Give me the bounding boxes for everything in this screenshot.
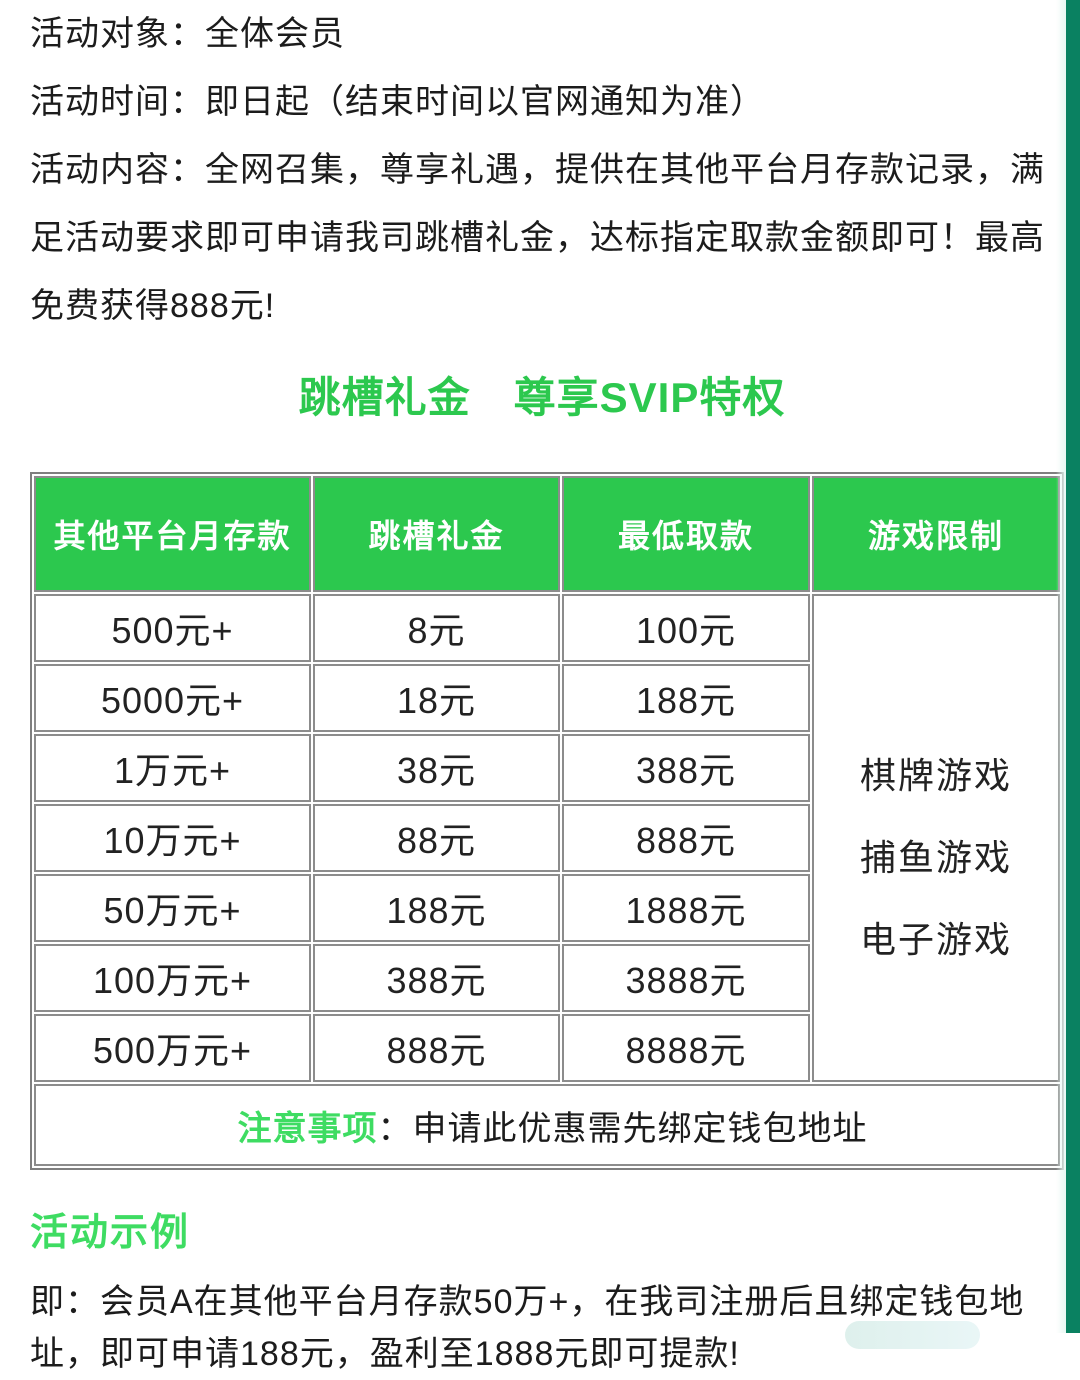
- cell-withdrawal: 3888元: [562, 944, 810, 1012]
- note-label: 注意事项: [237, 1109, 378, 1148]
- example-heading: 活动示例: [30, 1212, 191, 1254]
- example-line-1: 即：会员A在其他平台月存款50万+，在我司注册后且绑定钱包地: [30, 1283, 1025, 1321]
- table-row: 100万元+ 388元 3888元: [34, 944, 1060, 1012]
- cell-bonus: 888元: [313, 1014, 560, 1082]
- cell-deposit: 1万元+: [34, 734, 311, 802]
- cell-withdrawal: 100元: [562, 594, 810, 662]
- bottom-right-artifact: [845, 1321, 980, 1349]
- cell-withdrawal: 188元: [562, 664, 810, 732]
- cell-deposit: 10万元+: [34, 804, 311, 872]
- header-game-restriction: 游戏限制: [812, 476, 1060, 592]
- intro-paragraphs: 活动对象：全体会员 活动时间：即日起（结束时间以官网通知为准） 活动内容：全网召…: [30, 0, 1054, 340]
- game-restriction-item: 棋牌游戏: [859, 755, 1012, 796]
- cell-bonus: 8元: [313, 594, 560, 662]
- cell-deposit: 500万元+: [34, 1014, 311, 1082]
- note-cell: 注意事项：申请此优惠需先绑定钱包地址: [34, 1084, 1060, 1166]
- table-row: 500元+ 8元 100元 棋牌游戏 捕鱼游戏 电子游戏: [34, 594, 1060, 1082]
- page-edge-fade: [1056, 0, 1066, 1333]
- intro-line-content-1: 活动内容：全网召集，尊享礼遇，提供在其他平台月存款记录，满: [30, 151, 1045, 189]
- page-content: 活动对象：全体会员 活动时间：即日起（结束时间以官网通知为准） 活动内容：全网召…: [30, 0, 1064, 1373]
- table-row: 10万元+ 88元 888元: [34, 804, 1060, 872]
- cell-withdrawal: 8888元: [562, 1014, 810, 1082]
- table-note-row: 注意事项：申请此优惠需先绑定钱包地址: [34, 1084, 1060, 1166]
- game-restriction-item: 电子游戏: [859, 919, 1012, 960]
- header-other-platform-deposit: 其他平台月存款: [34, 476, 311, 592]
- table-row: 500万元+ 888元 8888元: [34, 1014, 1060, 1082]
- promo-table: 其他平台月存款 跳槽礼金 最低取款 游戏限制 500元+ 8元 100元 棋牌游…: [30, 472, 1064, 1170]
- intro-line-content-2: 足活动要求即可申请我司跳槽礼金，达标指定取款金额即可！最高: [30, 219, 1045, 257]
- cell-game-restrictions: 棋牌游戏 捕鱼游戏 电子游戏: [812, 594, 1060, 1082]
- cell-bonus: 38元: [313, 734, 560, 802]
- header-min-withdrawal: 最低取款: [562, 476, 810, 592]
- page-title: 跳槽礼金 尊享SVIP特权: [298, 374, 786, 421]
- cell-deposit: 50万元+: [34, 874, 311, 942]
- intro-line-audience: 活动对象：全体会员: [30, 15, 345, 53]
- cell-deposit: 100万元+: [34, 944, 311, 1012]
- table-header-row: 其他平台月存款 跳槽礼金 最低取款 游戏限制: [34, 476, 1060, 592]
- cell-withdrawal: 388元: [562, 734, 810, 802]
- game-restriction-list: 棋牌游戏 捕鱼游戏 电子游戏: [815, 695, 1057, 981]
- cell-bonus: 388元: [313, 944, 560, 1012]
- cell-bonus: 88元: [313, 804, 560, 872]
- intro-line-content-3: 免费获得888元!: [30, 287, 276, 325]
- note-text: 申请此优惠需先绑定钱包地址: [412, 1109, 868, 1148]
- table-row: 5000元+ 18元 188元: [34, 664, 1060, 732]
- intro-line-time: 活动时间：即日起（结束时间以官网通知为准）: [30, 83, 765, 121]
- cell-bonus: 188元: [313, 874, 560, 942]
- page-edge-stripe: [1066, 0, 1080, 1333]
- table-row: 1万元+ 38元 388元: [34, 734, 1060, 802]
- table-row: 50万元+ 188元 1888元: [34, 874, 1060, 942]
- cell-withdrawal: 1888元: [562, 874, 810, 942]
- note-colon: ：: [377, 1109, 413, 1148]
- cell-deposit: 5000元+: [34, 664, 311, 732]
- cell-withdrawal: 888元: [562, 804, 810, 872]
- cell-deposit: 500元+: [34, 594, 311, 662]
- header-switch-bonus: 跳槽礼金: [313, 476, 560, 592]
- cell-bonus: 18元: [313, 664, 560, 732]
- game-restriction-item: 捕鱼游戏: [859, 837, 1012, 878]
